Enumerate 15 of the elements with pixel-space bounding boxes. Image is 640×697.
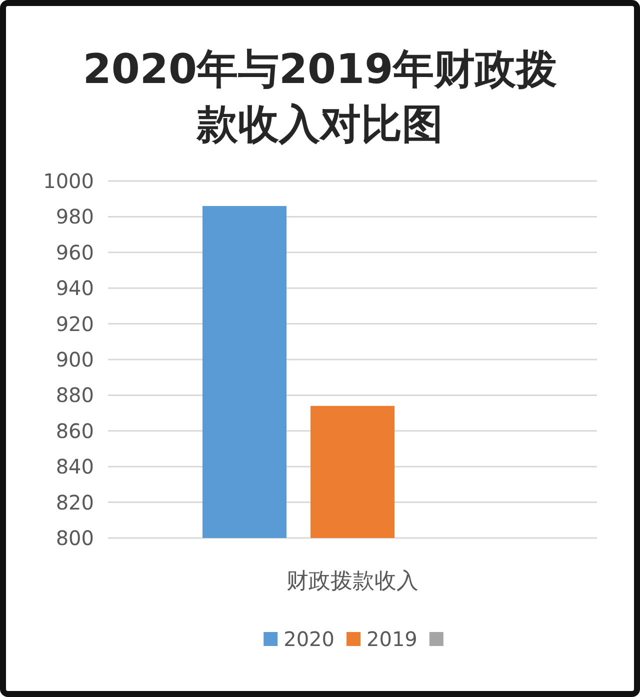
y-tick-label: 980	[56, 204, 94, 229]
x-tick-label: 财政拨款收入	[286, 569, 418, 594]
chart-title: 2020年与2019年财政拨款收入对比图	[82, 44, 558, 150]
y-tick-label: 920	[56, 312, 94, 336]
y-tick-label: 860	[56, 418, 94, 443]
y-tick-label: 820	[56, 490, 94, 514]
y-tick-label: 800	[56, 526, 94, 550]
legend-label: 2019	[366, 627, 418, 651]
y-tick-label: 900	[56, 348, 94, 372]
y-tick-label: 880	[56, 383, 94, 408]
y-tick-label: 940	[56, 276, 94, 300]
legend-label: 2020	[284, 627, 334, 651]
y-tick-label: 1000	[43, 169, 94, 193]
y-tick-label: 960	[56, 240, 94, 264]
y-tick-label: 840	[56, 454, 94, 479]
